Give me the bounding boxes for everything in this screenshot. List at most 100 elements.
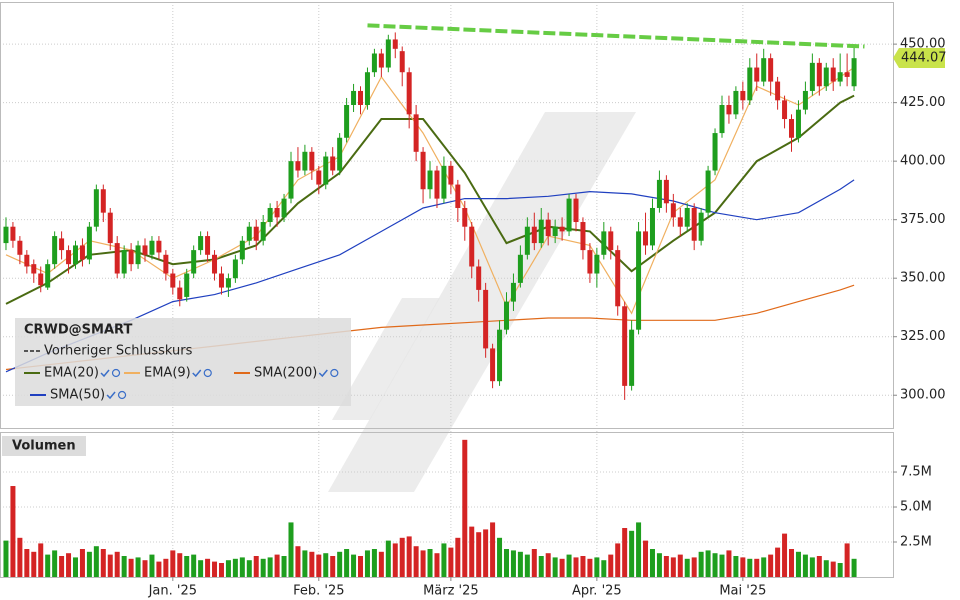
volume-bar [823,560,829,577]
candle-body [128,250,134,265]
volume-bar [656,553,662,577]
volume-bar [705,550,711,577]
candle-body [135,245,141,265]
candle-body [17,240,23,255]
volume-bar [761,557,767,577]
volume-bar [100,549,106,577]
volume-bar [212,561,218,577]
volume-bar [580,556,586,577]
candle-body [121,250,127,274]
x-tick-label: März '25 [423,584,479,599]
candle-body [232,259,238,279]
volume-bar [448,547,454,577]
candle-body [740,90,746,101]
volume-bar [789,549,795,577]
candle-body [79,245,85,260]
candle-body [3,226,9,244]
candle-body [212,254,218,274]
volume-bar [830,561,836,577]
candle-body [260,222,266,241]
volume-bar [573,557,579,577]
candle-body [698,212,704,241]
y-tick-label: 325.00 [900,329,946,344]
candle-body [844,72,850,77]
volume-bar [684,558,690,577]
volume-bar [330,556,336,577]
volume-bar [274,554,280,577]
candle-body [100,189,106,213]
volume-bar [10,486,16,577]
watermark [332,298,440,420]
candle-body [615,250,621,307]
legend-eye [330,368,339,378]
candle-body [601,231,607,255]
volume-bar [295,546,301,577]
candle-body [31,264,37,274]
candle-body [163,254,169,274]
candle-body [170,273,176,288]
volume-bar [66,553,72,577]
volume-bar [344,549,350,577]
candle-body [622,306,628,386]
last-price-label: 444.07 [901,51,947,66]
volume-bar [538,556,544,577]
candle-body [809,62,815,91]
candle-body [406,72,412,115]
y-tick-label: 7.5M [900,465,932,480]
volume-bar [392,543,398,577]
candle-body [239,240,245,260]
volume-bar [476,532,482,577]
candle-body [663,179,669,204]
legend-eye [111,368,121,378]
volume-bar [420,550,426,577]
legend-label: Vorheriger Schlusskurs [44,344,193,359]
trendline [367,23,865,49]
legend-label: EMA(20) [44,366,99,381]
candle-body [441,165,447,199]
volume-bar [59,556,65,577]
volume-bar [198,560,204,577]
volume-bar [406,536,412,577]
candle-body [218,273,224,288]
candle-body [288,161,294,199]
candle-body [177,287,183,300]
candle-body [59,238,65,251]
volume-bar [712,553,718,577]
volume-bar [754,558,760,577]
volume-bar [469,526,475,577]
legend-title: CRWD@SMART [24,323,132,338]
candle-body [733,90,739,115]
y-tick-label: 375.00 [900,212,946,227]
candle-body [684,207,690,227]
volume-bar [128,558,134,577]
candle-body [191,250,197,274]
volume-bar [371,549,377,577]
candle-body [385,39,391,68]
volume-bar [170,550,176,577]
volume-bar [601,560,607,577]
watermark [328,112,636,492]
y-tick-label: 350.00 [900,271,946,286]
volume-bar [802,554,808,577]
volume-bar [503,549,509,577]
volume-bar [851,558,857,577]
y-tick-label: 450.00 [900,37,946,52]
candle-body [705,170,711,213]
volume-bar [107,554,113,577]
volume-bar [142,560,148,577]
volume-bar [385,540,391,577]
candle-body [455,184,461,208]
volume-bar [191,554,197,577]
candle-body [795,109,801,138]
candle-body [351,90,357,105]
legend-label: EMA(9) [144,366,191,381]
legend-label: SMA(50) [50,388,105,403]
volume-bar [156,561,162,577]
candle-body [149,240,155,255]
candle-body [114,243,120,274]
volume-bar [31,551,37,577]
candle-body [330,156,336,171]
candle-body [483,289,489,349]
volume-bar [816,556,822,577]
legend-label: SMA(200) [254,366,317,381]
